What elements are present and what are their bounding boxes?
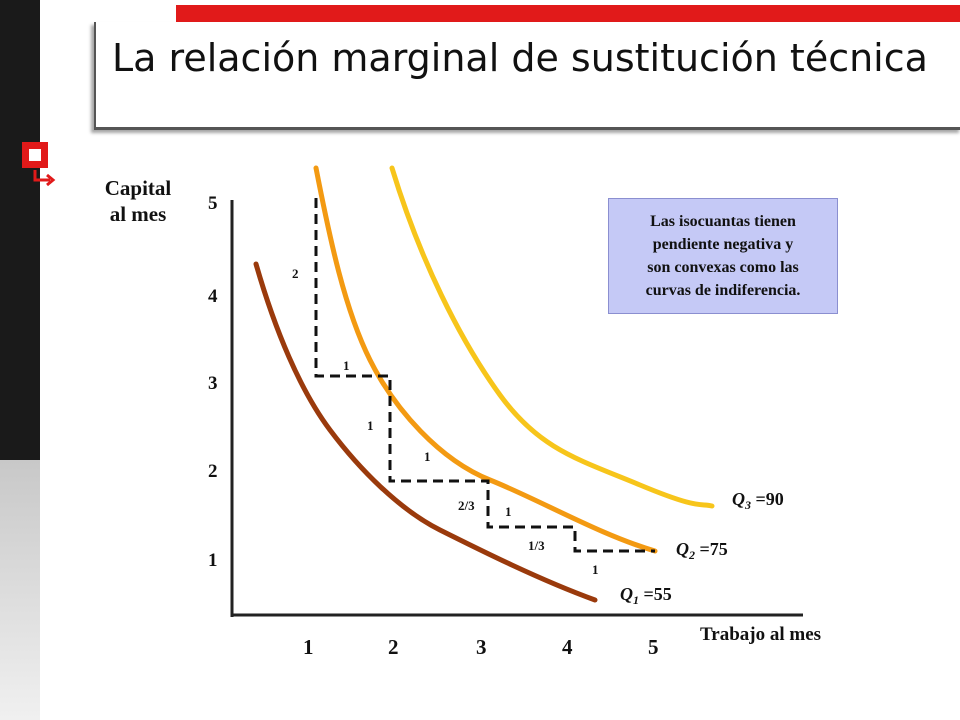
left-decor-bar [0,0,40,720]
isoquant-q2-curve [313,165,658,554]
title-panel [94,22,960,130]
run-label: 1 [424,449,431,464]
run-label: 1 [505,504,512,519]
q3-symbol: Q [732,489,745,509]
x-tick-label: 4 [562,635,573,659]
note-box: Las isocuantas tienen pendiente negativa… [608,198,838,314]
run-label: 1 [592,562,599,577]
y-tick-label: 4 [208,286,218,307]
x-axis-label: Trabajo al mes [700,624,822,645]
y-axis-label: Capital al mes [96,175,180,227]
mrts-staircase [314,198,655,553]
isoquant-q3-label: Q3 =90 [732,489,784,512]
q3-value: =90 [751,489,784,509]
q1-value: =55 [639,584,672,604]
x-tick-label: 1 [303,635,314,659]
isoquant-q3-curve [389,165,715,509]
q2-symbol: Q [676,539,689,559]
drop-label: 1 [367,418,374,433]
isoquant-q2-label: Q2 =75 [676,539,728,562]
y-tick-label: 1 [208,550,218,571]
drop-label: 2 [292,266,299,281]
note-line-1: Las isocuantas tienen [650,213,796,230]
page-title: La relación marginal de sustitución técn… [112,36,928,80]
x-tick-label: 2 [388,635,399,659]
y-tick-label: 2 [208,461,218,482]
drop-label: 1/3 [528,538,545,553]
note-line-4: curvas de indiferencia. [645,282,801,299]
isoquant-q1-label: Q1 =55 [620,584,672,607]
q1-symbol: Q [620,584,633,604]
top-decor-bar [176,5,960,23]
y-axis-label-line-1: Capital [104,176,172,200]
y-axis-label-line-2: al mes [109,202,167,226]
q2-value: =75 [695,539,728,559]
y-tick-label: 5 [208,193,218,214]
q1-subscript: 1 [633,593,639,607]
isoquant-q1-curve [253,261,598,603]
slide-bullet-icon [22,142,56,187]
x-tick-label: 3 [476,635,487,659]
q2-subscript: 2 [688,548,695,562]
run-label: 1 [343,358,350,373]
y-tick-label: 3 [208,373,218,394]
note-line-2: pendiente negativa y [652,236,794,253]
x-tick-label: 5 [648,635,659,659]
drop-label: 2/3 [458,498,475,513]
note-line-3: son convexas como las [647,259,799,276]
q3-subscript: 3 [744,498,751,512]
